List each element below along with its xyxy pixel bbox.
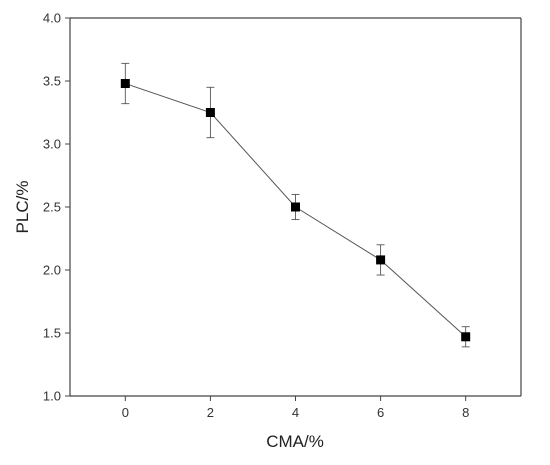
y-tick-label: 3.5 — [43, 74, 61, 89]
data-point — [376, 255, 386, 265]
y-ticks: 1.0 1.5 2.0 2.5 3.0 3.5 4.0 — [43, 11, 70, 404]
x-ticks: 0 2 4 6 8 — [122, 396, 469, 420]
y-axis-title: PLC/% — [13, 181, 32, 234]
x-tick-label: 0 — [122, 405, 129, 420]
x-tick-label: 6 — [377, 405, 384, 420]
x-tick-label: 2 — [207, 405, 214, 420]
x-tick-label: 8 — [462, 405, 469, 420]
data-point — [120, 79, 130, 89]
x-tick-label: 4 — [292, 405, 299, 420]
series-layer — [120, 62, 471, 348]
y-tick-label: 3.0 — [43, 137, 61, 152]
y-tick-label: 1.0 — [43, 389, 61, 404]
y-tick-label: 4.0 — [43, 11, 61, 26]
x-axis-title: CMA/% — [266, 432, 324, 451]
data-point — [461, 332, 471, 342]
y-tick-label: 2.5 — [43, 200, 61, 215]
y-tick-label: 2.0 — [43, 263, 61, 278]
data-point — [291, 202, 300, 212]
data-point — [205, 108, 215, 117]
y-tick-label: 1.5 — [43, 326, 61, 341]
